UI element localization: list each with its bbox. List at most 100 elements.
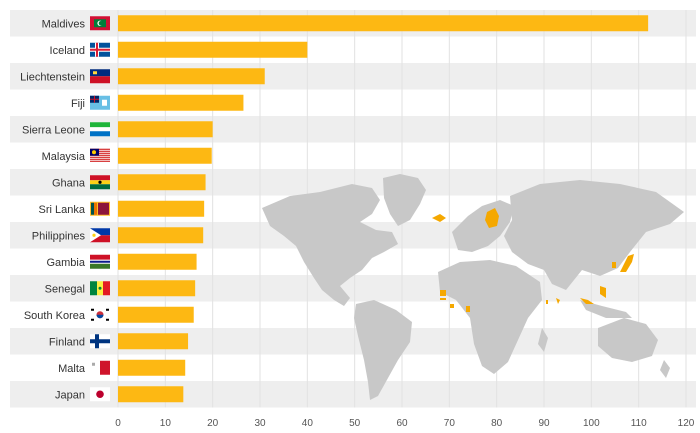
category-label: Philippines (32, 230, 86, 242)
flag-trigram (106, 318, 109, 321)
flag-part (90, 122, 110, 128)
flag-part (90, 69, 110, 77)
x-tick-label: 110 (631, 418, 647, 429)
maldives-highlight (546, 300, 548, 304)
x-tick-label: 120 (678, 418, 695, 429)
bar (118, 200, 205, 217)
x-tick-label: 20 (207, 418, 219, 429)
japan-flag (90, 387, 110, 402)
flag-star (98, 286, 102, 290)
x-tick-label: 10 (160, 418, 172, 429)
flag-part (102, 99, 107, 106)
flag-part (100, 360, 110, 375)
flag-stripe (90, 158, 110, 160)
bar (118, 280, 196, 297)
asia-shape (504, 180, 684, 290)
japan-highlight (620, 254, 634, 272)
x-tick-label: 50 (349, 418, 361, 429)
gambia-flag (90, 254, 110, 269)
category-label: Finland (49, 336, 85, 348)
flag-part (91, 202, 94, 215)
category-label: South Korea (24, 310, 86, 322)
x-tick-label: 80 (491, 418, 503, 429)
flag-part (90, 76, 110, 84)
category-label: Ghana (52, 177, 86, 189)
maldives-flag (90, 16, 110, 31)
liechtenstein-flag (90, 69, 110, 84)
bar (118, 306, 194, 323)
bar (118, 333, 189, 350)
indonesia-shape (580, 300, 632, 318)
row-band (10, 328, 696, 355)
category-label: Malaysia (42, 151, 86, 163)
fiji-flag (90, 95, 110, 110)
flag-part (98, 202, 109, 215)
flag-part (90, 360, 100, 375)
flag-part (94, 202, 97, 215)
sierra-leone-highlight (450, 304, 454, 308)
finland-highlight (485, 208, 499, 228)
south-america-shape (354, 300, 412, 400)
bar (118, 121, 213, 138)
x-tick-label: 0 (115, 418, 121, 429)
flag-part (90, 98, 99, 100)
flag-taegeuk-blue (96, 314, 104, 319)
bar (118, 359, 186, 376)
x-tick-label: 100 (583, 418, 600, 429)
bar (118, 94, 244, 111)
flag-trigram (106, 308, 109, 311)
bar (118, 147, 212, 164)
x-tick-label: 40 (302, 418, 314, 429)
philippines-highlight (600, 286, 606, 298)
flag-part (90, 184, 110, 190)
flag-part (90, 263, 110, 269)
australia-shape (598, 318, 658, 362)
row-band (10, 381, 696, 408)
flag-cross (92, 362, 95, 366)
malaysia-highlight (580, 298, 594, 304)
flag-stripe (90, 154, 110, 156)
senegal-flag (90, 281, 110, 296)
flag-stripe (90, 160, 110, 162)
map-highlights (432, 208, 634, 312)
flag-part (90, 127, 110, 132)
flag-part (93, 71, 97, 75)
x-tick-label: 30 (254, 418, 266, 429)
category-label: Malta (58, 363, 86, 375)
flag-stripe (90, 150, 110, 152)
sri-lanka-flag (90, 201, 110, 216)
category-label: Fiji (71, 98, 85, 110)
bar (118, 386, 184, 403)
flag-part (90, 48, 110, 51)
iceland-flag (90, 42, 110, 57)
flag-part (90, 281, 97, 296)
category-label: Liechtenstein (20, 71, 85, 83)
bar (118, 227, 204, 244)
south-korea-flag (90, 307, 110, 322)
gambia-highlight (440, 298, 446, 300)
flag-crescent-cut (98, 20, 104, 26)
x-tick-label: 90 (538, 418, 550, 429)
category-label: Iceland (50, 45, 85, 57)
row-band (10, 275, 696, 302)
malta-flag (90, 360, 110, 375)
flag-stripe (90, 148, 110, 150)
flag-part (90, 175, 110, 181)
iceland-highlight (432, 214, 446, 222)
north-america-shape (262, 184, 398, 306)
madagascar-shape (538, 328, 548, 352)
malaysia-flag (90, 148, 110, 162)
africa-shape (438, 260, 542, 374)
bar (118, 174, 206, 191)
flag-part (90, 254, 110, 260)
flag-trigram (91, 318, 94, 321)
map-landmass (262, 174, 684, 400)
sierra-leone-flag (90, 122, 110, 137)
row-band (10, 63, 696, 90)
greenland-shape (383, 174, 426, 226)
category-labels: Maldives Iceland Liechtenstein Fiji Sierra L… (20, 18, 86, 401)
europe-shape (452, 200, 514, 252)
philippines-flag (90, 228, 110, 243)
finland-flag (90, 334, 110, 349)
flag-part (90, 235, 110, 243)
